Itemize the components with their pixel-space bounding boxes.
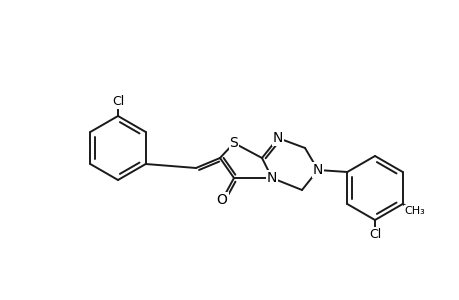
Text: N: N bbox=[266, 171, 277, 185]
Text: Cl: Cl bbox=[112, 95, 124, 108]
Text: O: O bbox=[216, 193, 227, 207]
Text: CH₃: CH₃ bbox=[404, 206, 425, 216]
Text: N: N bbox=[312, 163, 323, 177]
Text: S: S bbox=[229, 136, 238, 150]
Text: N: N bbox=[272, 131, 283, 145]
Text: Cl: Cl bbox=[368, 228, 381, 241]
